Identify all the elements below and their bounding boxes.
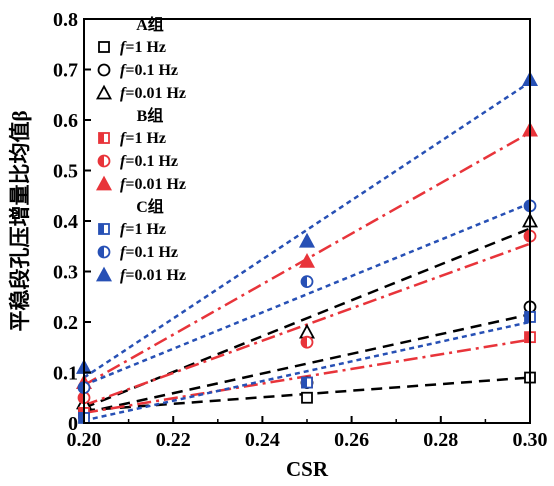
y-tick-label: 0.3	[53, 262, 78, 284]
legend-marker-half	[99, 133, 104, 143]
legend-marker	[97, 245, 111, 259]
legend-entry-label: f=1 Hz	[120, 130, 166, 147]
legend-entry-value: =0.1 Hz	[125, 244, 178, 261]
data-point	[301, 376, 313, 389]
legend-entry-label: f=0.01 Hz	[120, 176, 186, 193]
fit-line	[84, 313, 530, 415]
y-axis: 0 0.1 0.2 0.3 0.4 0.5 0.6 0.7 0.8	[53, 9, 91, 435]
legend-marker	[95, 84, 113, 100]
data-point-half	[301, 276, 307, 288]
data-point	[300, 275, 314, 289]
legend-entry-value: =1 Hz	[125, 221, 166, 238]
data-point-half	[524, 200, 530, 212]
y-axis-title: 平稳段孔压增量比均值β	[8, 110, 32, 331]
x-tick-label: 0.20	[67, 429, 102, 451]
legend-marker-half	[98, 155, 104, 167]
legend-marker-outline	[97, 63, 111, 77]
y-tick-label: 0	[68, 413, 78, 435]
y-tick-label: 0.1	[53, 363, 78, 385]
data-point-half	[524, 230, 530, 242]
x-tick-label: 0.26	[334, 429, 369, 451]
legend-group-title: C组	[136, 197, 164, 216]
legend-marker-half	[99, 224, 104, 234]
fit-line	[84, 227, 530, 410]
data-point	[298, 253, 316, 268]
legend-marker	[97, 63, 111, 77]
legend-entry-value: =1 Hz	[125, 130, 166, 147]
legend: A组 f=1 Hz f=0.1 Hz f=0.01 Hz B组 f=1 Hz f=0.1 H…	[95, 15, 186, 284]
y-tick-label: 0.7	[53, 60, 78, 82]
legend-entry-label: f=1 Hz	[120, 221, 166, 238]
legend-entry-value: =0.01 Hz	[125, 267, 186, 284]
legend-marker	[98, 41, 110, 53]
legend-marker	[95, 175, 113, 191]
data-point-half	[301, 336, 307, 348]
legend-entry-label: f=0.1 Hz	[120, 153, 178, 170]
x-tick-label: 0.24	[245, 429, 280, 451]
y-tick-label: 0.8	[53, 9, 78, 31]
legend-entry-label: f=0.01 Hz	[120, 267, 186, 284]
x-axis-title: CSR	[286, 457, 329, 481]
data-point-half	[79, 412, 84, 423]
legend-entry-value: =0.1 Hz	[125, 153, 178, 170]
data-point-half	[78, 392, 84, 404]
data-point	[298, 232, 316, 248]
data-point-half	[525, 332, 530, 343]
data-point-half	[302, 377, 307, 388]
legend-entry-label: f=0.01 Hz	[120, 85, 186, 102]
y-tick-label: 0.2	[53, 312, 78, 334]
data-point	[300, 335, 314, 349]
x-tick-label: 0.30	[513, 429, 548, 451]
y-tick-label: 0.6	[53, 110, 78, 132]
data-point-outline	[301, 391, 313, 404]
fit-line	[84, 320, 530, 422]
legend-marker	[97, 154, 111, 168]
data-point-half	[78, 382, 84, 394]
legend-entry-label: f=1 Hz	[120, 39, 166, 56]
legend-marker	[98, 223, 110, 235]
data-point-half	[525, 311, 530, 322]
x-tick-label: 0.22	[156, 429, 191, 451]
legend-marker-outline	[98, 41, 110, 53]
fit-line	[84, 81, 530, 379]
legend-entry-label: f=0.1 Hz	[120, 62, 178, 79]
legend-marker-half	[98, 246, 104, 258]
x-tick-label: 0.28	[423, 429, 458, 451]
legend-entry-value: =0.01 Hz	[125, 176, 186, 193]
legend-marker	[98, 132, 110, 144]
legend-marker	[95, 266, 113, 282]
data-point	[301, 391, 313, 404]
legend-group-title: B组	[137, 106, 164, 125]
legend-entry-value: =0.01 Hz	[125, 85, 186, 102]
legend-group-title: A组	[136, 15, 164, 34]
y-tick-label: 0.5	[53, 161, 78, 183]
legend-entry-label: f=0.1 Hz	[120, 244, 178, 261]
legend-entry-value: =1 Hz	[125, 39, 166, 56]
legend-entry-value: =0.1 Hz	[125, 62, 178, 79]
x-axis: 0.20 0.22 0.24 0.26 0.28 0.30	[67, 416, 548, 451]
y-tick-label: 0.4	[53, 211, 78, 233]
